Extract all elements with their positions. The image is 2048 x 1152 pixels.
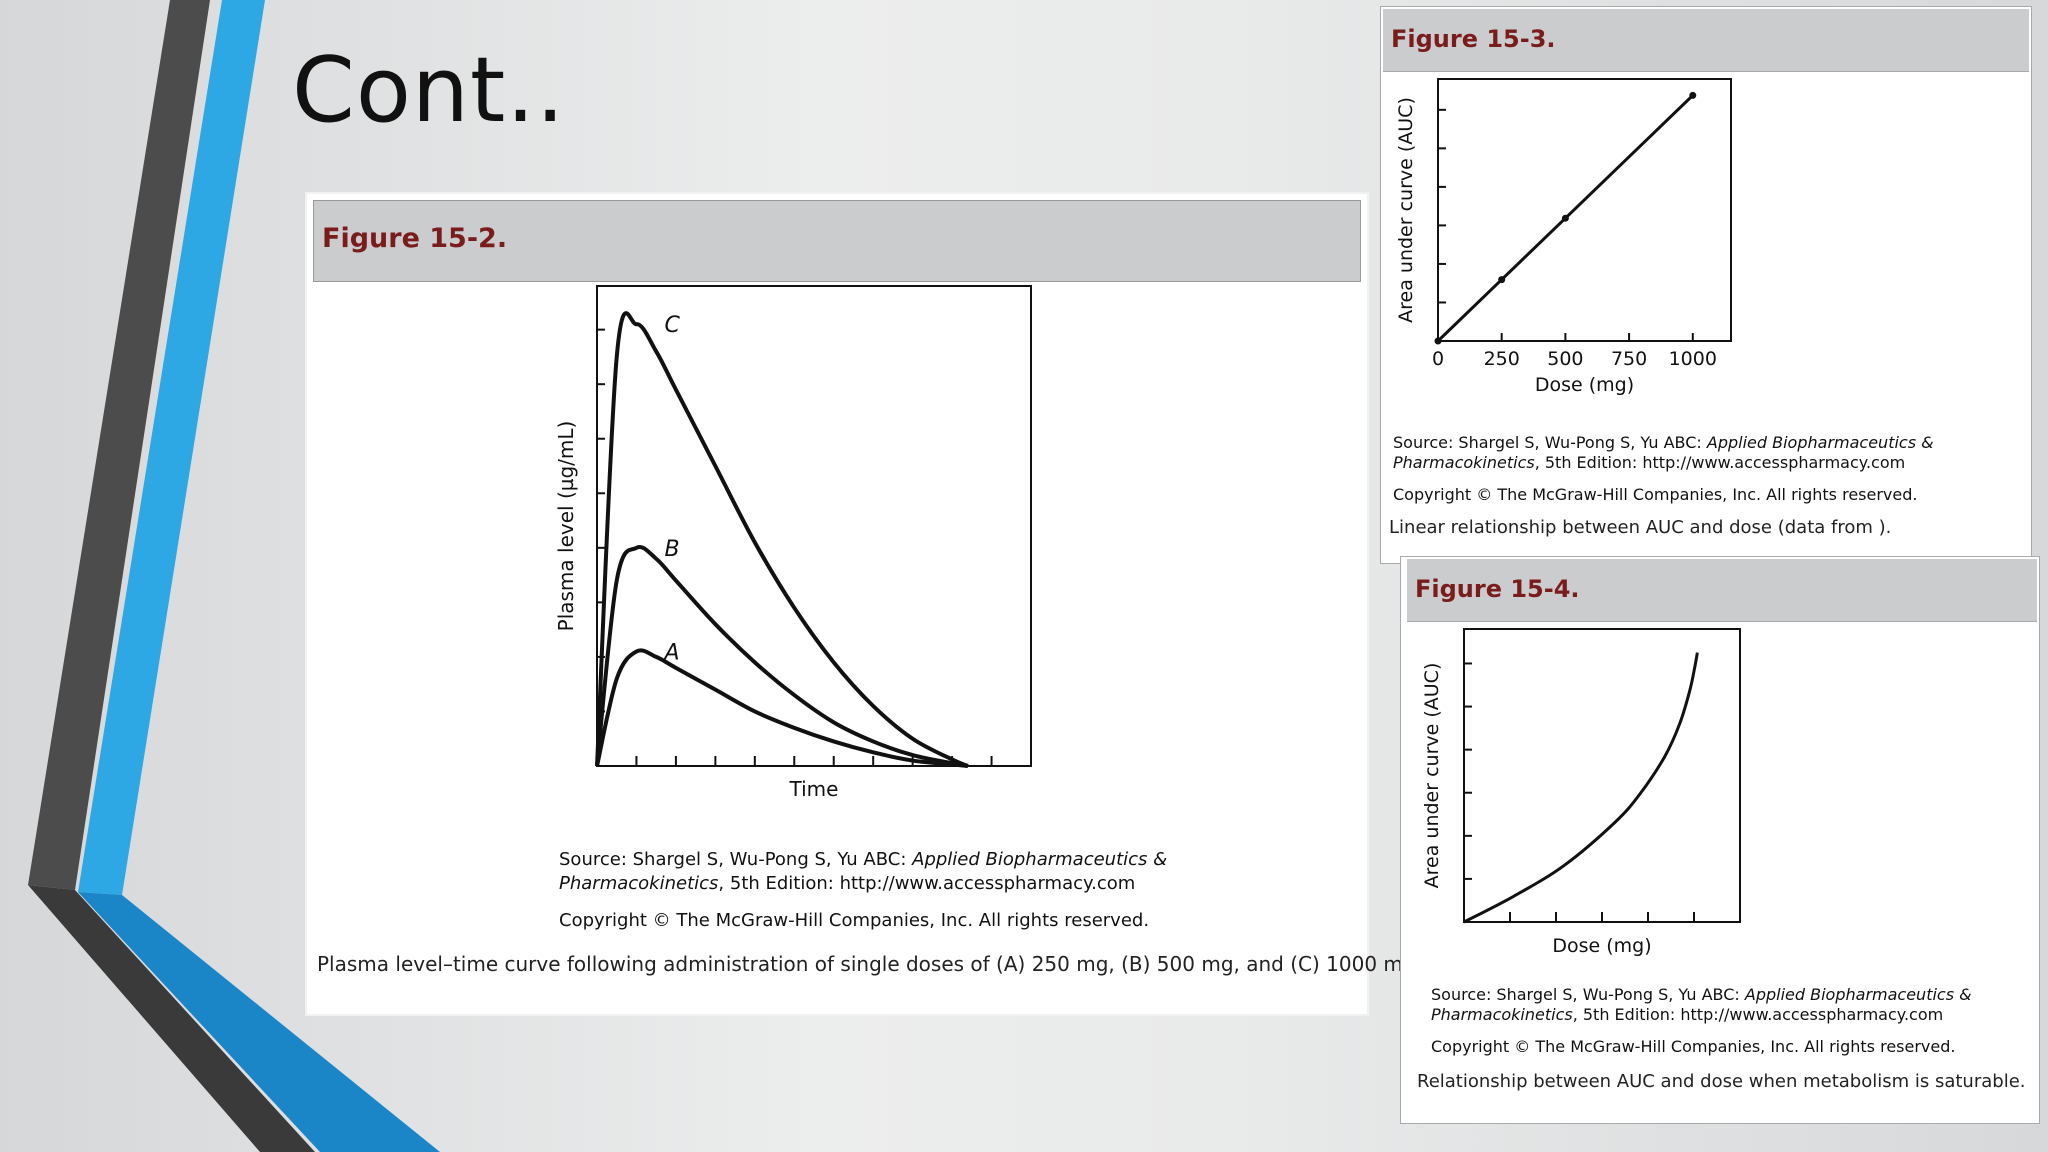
- figure-15-3-panel: Figure 15-3. 0 250 500 750 1000 Dose (mg) Area…: [1380, 6, 2032, 564]
- figure-15-4-copyright: Copyright © The McGraw-Hill Companies, I…: [1431, 1037, 1955, 1056]
- plot-frame: [1464, 629, 1740, 922]
- x-tick-label: 1000: [1669, 348, 1717, 370]
- y-axis-label: Plasma level (µg/mL): [554, 421, 578, 632]
- slide-title: Cont..: [292, 38, 565, 143]
- figure-15-3-copyright: Copyright © The McGraw-Hill Companies, I…: [1393, 485, 1917, 504]
- figure-15-4-caption: Relationship between AUC and dose when m…: [1417, 1071, 2025, 1092]
- x-axis-label: Dose (mg): [1552, 935, 1651, 957]
- figure-15-3-source: Source: Shargel S, Wu-Pong S, Yu ABC: Ap…: [1393, 433, 1934, 473]
- series-label: C: [664, 313, 680, 338]
- figure-15-3-caption: Linear relationship between AUC and dose…: [1389, 517, 1891, 538]
- series-line-C: [597, 313, 968, 766]
- figure-15-2-copyright: Copyright © The McGraw-Hill Companies, I…: [559, 910, 1149, 931]
- figure-15-2-source: Source: Shargel S, Wu-Pong S, Yu ABC: Ap…: [559, 848, 1167, 896]
- data-point: [1435, 338, 1442, 345]
- series-line-0: [1464, 653, 1697, 922]
- series-label: B: [664, 537, 679, 562]
- plot-frame: [1438, 79, 1731, 341]
- x-tick-label: 750: [1611, 348, 1647, 370]
- series-label: A: [662, 640, 679, 665]
- data-point: [1562, 215, 1569, 222]
- x-tick-label: 0: [1432, 348, 1444, 370]
- auc-saturable-chart: Dose (mg) Area under curve (AUC): [1401, 557, 2039, 977]
- x-tick-label: 500: [1547, 348, 1583, 370]
- y-axis-label: Area under curve (AUC): [1395, 97, 1417, 323]
- series-line-A: [597, 650, 968, 766]
- figure-15-4-source: Source: Shargel S, Wu-Pong S, Yu ABC: Ap…: [1431, 985, 1972, 1025]
- x-tick-label: 250: [1484, 348, 1520, 370]
- figure-15-2-caption: Plasma level–time curve following admini…: [317, 952, 1500, 976]
- x-axis-label: Dose (mg): [1535, 374, 1634, 396]
- x-axis-label: Time: [789, 777, 839, 801]
- data-point: [1498, 276, 1505, 283]
- y-axis-label: Area under curve (AUC): [1421, 663, 1443, 889]
- figure-15-4-panel: Figure 15-4. Dose (mg) Area under curve (…: [1400, 556, 2040, 1124]
- data-point: [1689, 92, 1696, 99]
- figure-15-2-panel: Figure 15-2. C B A Time Plasma level (µg/mL)…: [305, 192, 1369, 1016]
- auc-linear-chart: 0 250 500 750 1000 Dose (mg) Area under curve …: [1381, 7, 2031, 427]
- plasma-level-chart: C B A Time Plasma level (µg/mL): [307, 194, 1367, 834]
